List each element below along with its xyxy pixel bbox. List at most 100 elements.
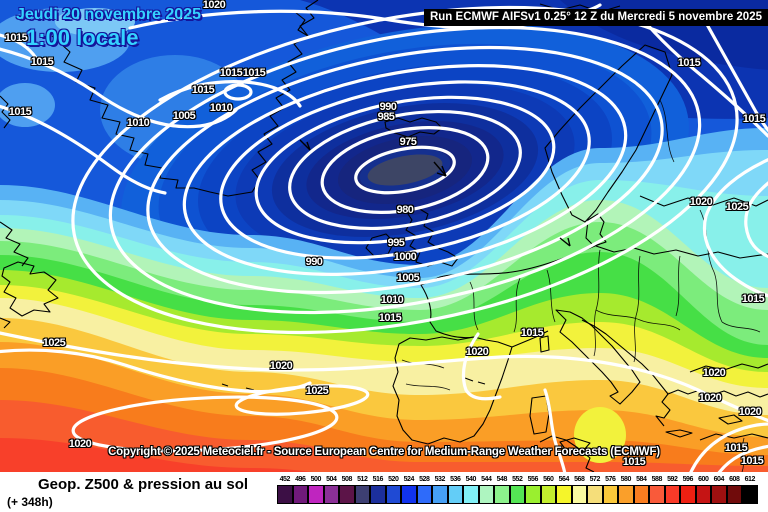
scale-cell: 572 bbox=[587, 475, 603, 504]
pressure-label: 1015 bbox=[677, 57, 701, 69]
scale-value: 596 bbox=[682, 476, 694, 483]
scale-cell: 556 bbox=[525, 475, 541, 504]
scale-color-box bbox=[711, 485, 727, 504]
scale-color-box bbox=[354, 485, 370, 504]
scale-color-box bbox=[664, 485, 680, 504]
pressure-label: 975 bbox=[399, 136, 417, 148]
scale-color-box bbox=[370, 485, 386, 504]
pressure-label: 1020 bbox=[702, 367, 726, 379]
scale-color-box bbox=[587, 485, 603, 504]
pressure-label: 1020 bbox=[269, 360, 293, 372]
scale-color-box bbox=[602, 485, 618, 504]
pressure-label: 1020 bbox=[465, 346, 489, 358]
model-run-info: Run ECMWF AIFSv1 0.25° 12 Z du Mercredi … bbox=[423, 9, 768, 26]
pressure-label: 1015 bbox=[741, 293, 765, 305]
scale-value: 524 bbox=[403, 476, 415, 483]
scale-value: 572 bbox=[589, 476, 601, 483]
scale-value: 548 bbox=[496, 476, 508, 483]
pressure-label: 1015 bbox=[4, 32, 28, 44]
scale-color-box bbox=[649, 485, 665, 504]
pressure-label: 1015 bbox=[724, 442, 748, 454]
footer-bar: Geop. Z500 & pression au sol (+ 348h) 45… bbox=[0, 472, 768, 512]
scale-cell: 528 bbox=[416, 475, 432, 504]
pressure-label: 1025 bbox=[305, 385, 329, 397]
scale-value: 504 bbox=[326, 476, 337, 483]
pressure-label: 1010 bbox=[126, 117, 150, 129]
pressure-label: 1020 bbox=[698, 392, 722, 404]
pressure-label: 1015 bbox=[742, 113, 766, 125]
scale-color-box bbox=[742, 485, 758, 504]
pressure-label: 1020 bbox=[738, 406, 762, 418]
scale-color-box bbox=[540, 485, 556, 504]
pressure-label: 1015 bbox=[242, 67, 266, 79]
scale-value: 496 bbox=[295, 476, 306, 483]
pressure-label: 990 bbox=[379, 101, 397, 113]
scale-cell: 452 bbox=[277, 475, 293, 504]
scale-value: 508 bbox=[341, 476, 353, 483]
scale-cell: 576 bbox=[602, 475, 618, 504]
copyright-line: Copyright © 2025 Meteociel.fr - Source E… bbox=[108, 446, 660, 458]
borders bbox=[401, 99, 761, 472]
scale-value: 604 bbox=[713, 476, 725, 483]
scale-color-box bbox=[463, 485, 479, 504]
scale-cell: 544 bbox=[478, 475, 494, 504]
wind-barbs bbox=[299, 139, 571, 247]
scale-color-box bbox=[509, 485, 525, 504]
scale-value: 544 bbox=[481, 476, 492, 483]
scale-value: 552 bbox=[512, 476, 523, 483]
pressure-label: 980 bbox=[396, 204, 414, 216]
map-area: Jeudi 20 novembre 2025 1:00 locale Run E… bbox=[0, 0, 768, 472]
scale-value: 584 bbox=[636, 476, 647, 483]
pressure-label: 1015 bbox=[219, 67, 243, 79]
forecast-date: Jeudi 20 novembre 2025 bbox=[16, 6, 201, 23]
field-light-patch bbox=[0, 83, 55, 127]
pressure-label: 1025 bbox=[725, 201, 749, 213]
scale-cell: 612 bbox=[742, 475, 758, 504]
scale-color-box bbox=[323, 485, 339, 504]
scale-color-box bbox=[385, 485, 401, 504]
coastlines bbox=[0, 0, 768, 472]
scale-color-box bbox=[556, 485, 572, 504]
scale-value: 588 bbox=[651, 476, 663, 483]
scale-cell: 596 bbox=[680, 475, 696, 504]
scale-cell: 568 bbox=[571, 475, 587, 504]
scale-value: 500 bbox=[310, 476, 322, 483]
pressure-label: 1000 bbox=[393, 251, 417, 263]
scale-color-box bbox=[401, 485, 417, 504]
lead-time: (+ 348h) bbox=[7, 495, 53, 509]
field-light-patch bbox=[55, 8, 135, 36]
scale-cell: 508 bbox=[339, 475, 355, 504]
scale-cell: 524 bbox=[401, 475, 417, 504]
scale-value: 516 bbox=[372, 476, 384, 483]
scale-cell: 592 bbox=[664, 475, 680, 504]
scale-value: 452 bbox=[279, 476, 291, 483]
scale-value: 612 bbox=[744, 476, 756, 483]
scale-value: 512 bbox=[357, 476, 368, 483]
scale-cell: 500 bbox=[308, 475, 324, 504]
scale-value: 528 bbox=[419, 476, 430, 483]
color-scale: 452 496 500 504 508 512 516 520 524 528 532 536 540 5… bbox=[277, 475, 758, 504]
scale-value: 532 bbox=[434, 476, 446, 483]
pressure-label: 1020 bbox=[202, 0, 226, 11]
scale-cell: 548 bbox=[494, 475, 510, 504]
scale-color-box bbox=[571, 485, 587, 504]
scale-color-box bbox=[726, 485, 742, 504]
pressure-label: 995 bbox=[387, 237, 405, 249]
datetime-block: Jeudi 20 novembre 2025 1:00 locale bbox=[16, 6, 201, 51]
scale-cell: 600 bbox=[695, 475, 711, 504]
scale-color-box bbox=[633, 485, 649, 504]
forecast-local-time: 1:00 locale bbox=[26, 25, 139, 50]
pressure-label: 1010 bbox=[209, 102, 233, 114]
scale-color-box bbox=[339, 485, 355, 504]
scale-cell: 608 bbox=[726, 475, 742, 504]
scale-cell: 588 bbox=[649, 475, 665, 504]
scale-value: 536 bbox=[450, 476, 461, 483]
pressure-label: 1015 bbox=[378, 312, 402, 324]
scale-value: 592 bbox=[667, 476, 678, 483]
scale-value: 608 bbox=[729, 476, 740, 483]
scale-color-box bbox=[416, 485, 432, 504]
map-title: Geop. Z500 & pression au sol bbox=[38, 476, 249, 493]
scale-cell: 516 bbox=[370, 475, 386, 504]
pressure-label: 990 bbox=[305, 256, 323, 268]
pressure-label: 985 bbox=[377, 111, 395, 123]
